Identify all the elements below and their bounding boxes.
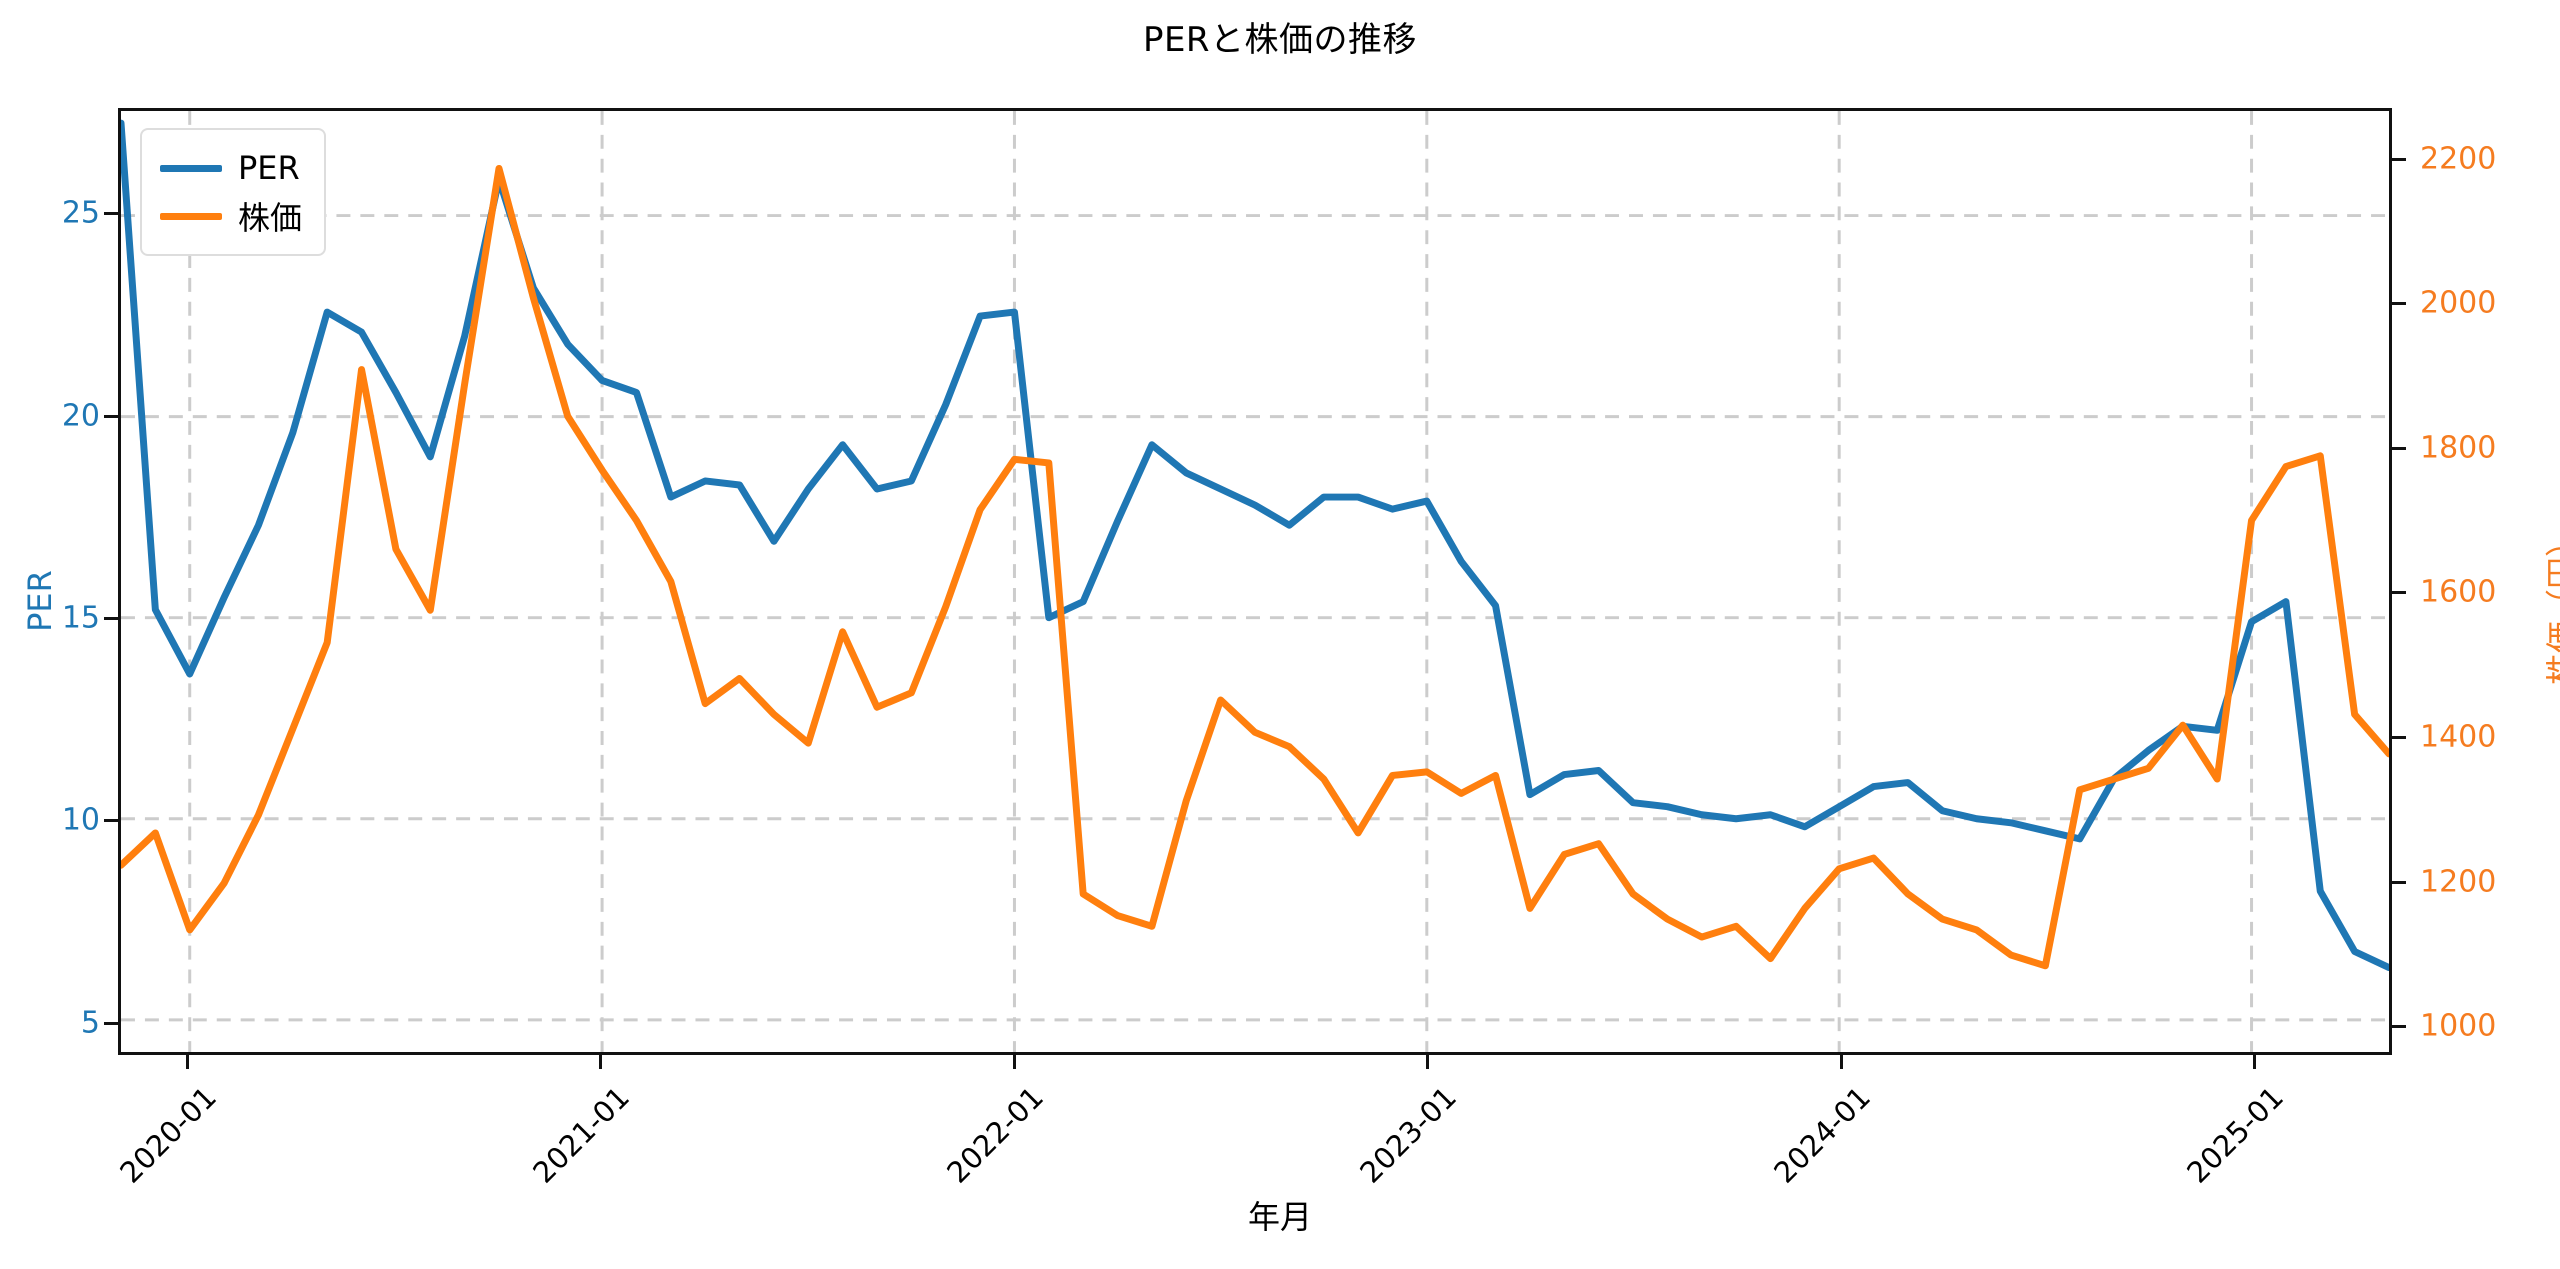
y-axis-left-tick-mark [104,414,118,418]
y-axis-left-tick-mark [104,212,118,216]
y-axis-right-tick-mark [2392,880,2406,884]
legend-label: PER [238,149,300,187]
y-axis-right-tick-mark [2392,446,2406,450]
x-axis-tick-mark [1839,1055,1843,1069]
y-axis-right-tick-mark [2392,591,2406,595]
y-axis-right-tick-label: 1800 [2420,430,2497,466]
y-axis-left-tick-label: 10 [61,802,100,838]
data-lines [121,119,2389,972]
y-axis-right-tick-mark [2392,302,2406,306]
chart-title: PERと株価の推移 [1142,20,1418,60]
x-axis-tick-mark [1012,1055,1016,1069]
y-axis-right-tick-label: 1400 [2420,719,2497,755]
x-axis-label: 年月 [1247,1198,1312,1236]
x-axis-tick-mark [1426,1055,1430,1069]
y-axis-right-tick-label: 2200 [2420,141,2497,177]
y-axis-left-tick-mark [104,616,118,620]
legend-color-swatch [160,164,222,172]
y-axis-right-tick-label: 1200 [2420,864,2497,899]
y-axis-right-tick-label: 2000 [2420,285,2497,321]
legend-label: 株価 [238,199,303,237]
legend-color-swatch [160,212,222,220]
y-axis-left-tick-label: 15 [61,600,100,636]
y-axis-left-tick-mark [104,819,118,823]
x-axis-tick-mark [599,1055,603,1069]
y-axis-right-tick-mark [2392,157,2406,161]
y-axis-right-tick-mark [2392,735,2406,739]
y-axis-right-tick-label: 1600 [2420,574,2497,610]
y-axis-left-tick-label: 20 [61,398,100,434]
series-line [121,119,2389,972]
legend-item[interactable]: 株価 [160,192,302,240]
y-axis-right-tick-label: 1000 [2420,1008,2497,1044]
gridlines [121,111,2389,1052]
y-axis-right-tick-mark [2392,1025,2406,1029]
x-axis-tick-mark [185,1055,189,1069]
legend-item[interactable]: PER [160,144,302,192]
chart-legend: PER 株価 [140,128,327,256]
y-axis-left-tick-label: 5 [80,1005,100,1041]
y-axis-left-tick-mark [104,1021,118,1025]
y-axis-right-label: 株価（円） [2543,525,2560,686]
series-line [121,164,2389,970]
x-axis-tick-mark [2253,1055,2257,1069]
plot-area [118,108,2392,1055]
y-axis-left-tick-label: 25 [61,195,100,231]
